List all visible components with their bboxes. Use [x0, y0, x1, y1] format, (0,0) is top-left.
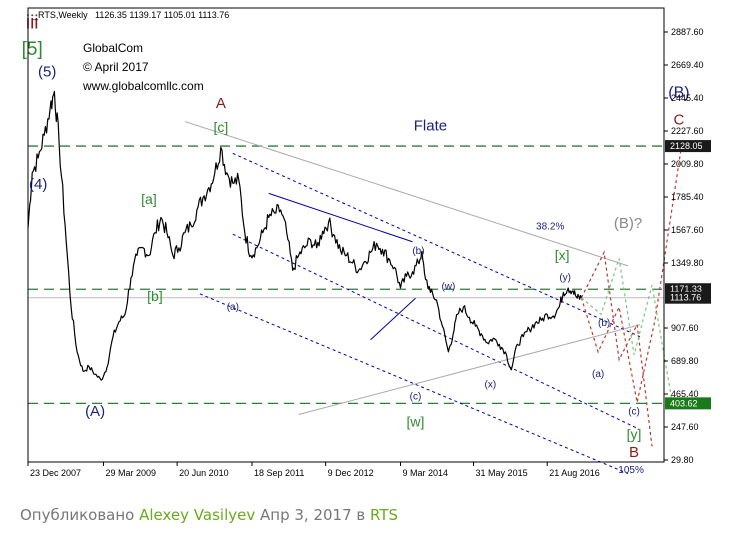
brand-date: © April 2017 [83, 60, 149, 74]
x-tick-label: 9 Dec 2012 [328, 468, 374, 478]
channel-line [184, 121, 629, 267]
level-tag-label: 2128.05 [670, 141, 703, 151]
wave-label: 38.2% [536, 222, 564, 233]
brand-name: GlobalCom [83, 41, 143, 55]
wave-label: [b] [147, 288, 163, 304]
wave-label: [x] [555, 247, 570, 263]
wave-label: A [216, 95, 226, 112]
y-tick-label: 2445.40 [671, 93, 704, 103]
wave-label: (5) [38, 64, 56, 81]
wave-label: C [674, 112, 685, 129]
wave-label: (B) [668, 84, 689, 101]
wave-label: (w) [441, 281, 455, 292]
forecast-paths [580, 142, 683, 447]
x-tick-label: 23 Dec 2007 [30, 468, 81, 478]
channel-line [199, 293, 629, 475]
symbol-link[interactable]: RTS [370, 506, 399, 524]
level-tag [665, 140, 711, 153]
plot-frame [27, 7, 665, 463]
y-tick-label: 2227.60 [671, 126, 704, 136]
x-tick-label: 21 Aug 2016 [549, 468, 600, 478]
y-tick-label: 465.40 [671, 389, 699, 399]
brand-url: www.globalcomllc.com [82, 79, 204, 93]
author-link[interactable]: Alexey Vasilyev [139, 506, 256, 524]
trend-channels [184, 121, 641, 475]
forecast-path [581, 258, 674, 408]
y-tick-label: 2009.80 [671, 159, 704, 169]
x-tick-label: 31 May 2015 [476, 468, 528, 478]
wave-label: (c) [410, 391, 422, 402]
wave-label: [w] [407, 414, 425, 430]
channel-line [298, 324, 641, 415]
level-tag [665, 291, 711, 304]
wave-label: (A) [85, 403, 105, 420]
y-tick-label: 247.60 [671, 422, 699, 432]
ohlc-header: 1126.35 1139.17 1105.01 1113.76 [95, 10, 229, 20]
caption-prefix: Опубликовано [20, 506, 135, 524]
wave-label: (b) [598, 318, 610, 329]
symbol-header: _RTS,Weekly [32, 10, 88, 20]
wave-label: [c] [213, 119, 228, 135]
price-line [27, 90, 582, 381]
chart-header: _RTS,Weekly 1126.35 1139.17 1105.01 1113… [32, 10, 229, 93]
x-tick-label: 20 Jun 2010 [179, 468, 229, 478]
y-tick-label: 1567.60 [671, 225, 704, 235]
wave-label: (c) [628, 407, 640, 418]
x-tick-label: 29 Mar 2009 [105, 468, 156, 478]
wave-label: (a) [227, 302, 239, 313]
channel-line [370, 297, 416, 341]
y-tick-label: 1785.40 [671, 192, 704, 202]
wave-label: (b) [412, 246, 424, 257]
wave-label: Flate [414, 118, 447, 135]
wave-label: iii [26, 13, 39, 34]
publish-caption: Опубликовано Alexey Vasilyev Апр 3, 2017… [20, 506, 398, 524]
forecast-path [580, 142, 683, 403]
channel-line [232, 233, 641, 431]
y-tick-label: 2669.40 [671, 60, 704, 70]
level-tag-label: 1113.76 [670, 293, 701, 303]
x-tick-label: 18 Sep 2011 [254, 468, 304, 478]
wave-label: (y) [559, 273, 571, 284]
wave-label: [a] [141, 191, 157, 207]
y-tick-label: 907.60 [671, 323, 699, 333]
level-tag-label: 403.62 [670, 398, 698, 408]
wave-annotations: iii [5] (5) (4) A [c] Flate [a] [b] (a) (A) (b) (w) (… [22, 13, 690, 476]
channel-line [268, 192, 413, 243]
price-chart: iii [5] (5) (4) A [c] Flate [a] [b] (a) (A) (b) (w) (… [21, 7, 711, 478]
y-tick-label: 689.80 [671, 356, 699, 366]
y-tick-label: 2887.60 [671, 27, 704, 37]
level-tag [665, 397, 711, 410]
forecast-path [580, 250, 653, 447]
level-tag-label: 1171.33 [670, 284, 702, 294]
y-tick-label: 29.80 [671, 455, 694, 465]
channel-line [232, 152, 641, 338]
wave-label: B [629, 444, 639, 461]
wave-label: (x) [484, 379, 496, 390]
x-tick-label: 9 Mar 2014 [402, 468, 448, 478]
wave-label: [y] [627, 426, 642, 442]
y-tick-label: 1349.80 [671, 258, 704, 268]
wave-label: [5] [22, 39, 43, 60]
wave-label: (a) [592, 369, 604, 380]
wave-label: (4) [29, 176, 47, 193]
wave-label: 105% [618, 465, 644, 476]
axis-layer: 2887.60 2669.40 2445.40 2227.60 2009.80 1785.… [27, 7, 711, 478]
wave-label: (B)? [614, 215, 642, 232]
caption-date: Апр 3, 2017 в [260, 506, 366, 524]
level-lines [28, 145, 664, 405]
